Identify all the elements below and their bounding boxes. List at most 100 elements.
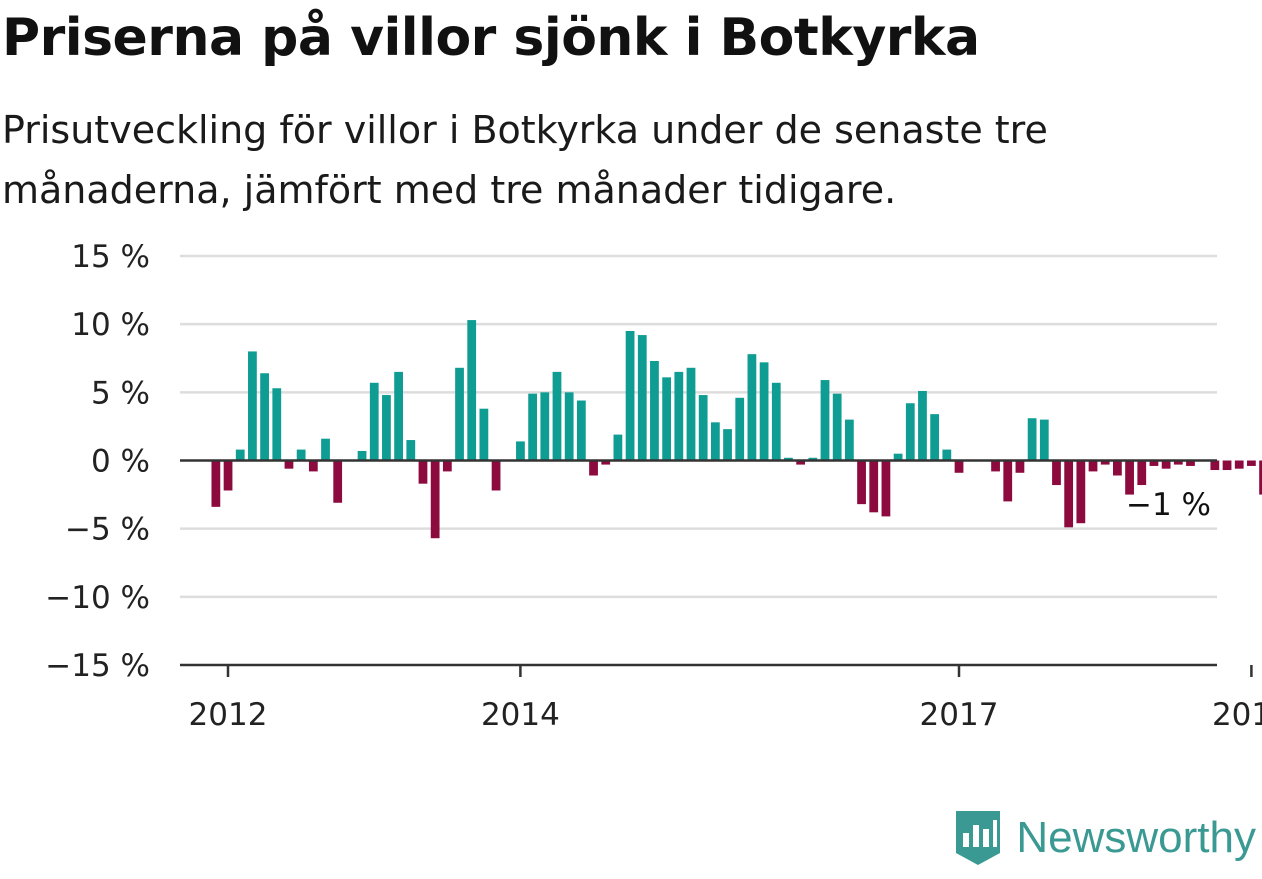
chart-bar bbox=[260, 373, 269, 461]
chart-bar bbox=[528, 393, 537, 461]
chart-bar bbox=[1137, 460, 1147, 486]
chart-bar bbox=[540, 392, 550, 461]
chart-bar bbox=[1234, 460, 1244, 469]
chart-bar bbox=[1222, 460, 1232, 471]
y-tick-label: 10 % bbox=[71, 307, 150, 343]
chart-bar bbox=[467, 320, 477, 461]
chart-bar bbox=[430, 460, 440, 539]
y-tick-label: −15 % bbox=[45, 648, 150, 684]
chart-bar bbox=[808, 457, 818, 461]
chart-bar bbox=[564, 392, 574, 461]
chart-bar bbox=[369, 382, 379, 461]
newsworthy-logo-icon bbox=[956, 811, 1001, 865]
chart-bar bbox=[479, 408, 489, 461]
chart-bar bbox=[893, 453, 903, 461]
last-value-label: −1 % bbox=[1126, 487, 1211, 523]
chart-bar bbox=[747, 354, 757, 461]
chart-bar bbox=[771, 382, 781, 461]
chart-bar bbox=[832, 393, 842, 461]
newsworthy-logo: Newsworthy bbox=[952, 809, 1256, 867]
chart-bar bbox=[698, 395, 708, 461]
chart-bar bbox=[613, 434, 623, 461]
chart-bar bbox=[686, 367, 696, 461]
chart-bar bbox=[662, 377, 672, 461]
chart-bar bbox=[1210, 460, 1220, 471]
x-tick-label: 2017 bbox=[920, 697, 999, 733]
chart-bar bbox=[991, 460, 1000, 472]
chart-bar bbox=[321, 438, 330, 461]
chart-bar bbox=[710, 422, 720, 461]
chart-bar bbox=[1003, 460, 1013, 502]
chart-bar bbox=[1088, 460, 1098, 472]
chart-subtitle: Prisutveckling för villor i Botkyrka und… bbox=[2, 108, 1048, 212]
chart-bar bbox=[735, 397, 745, 461]
chart-bar bbox=[1173, 460, 1183, 465]
chart-bar bbox=[1247, 460, 1256, 466]
chart-bar bbox=[1259, 460, 1262, 495]
chart-bar bbox=[601, 460, 611, 465]
chart-bar bbox=[1100, 460, 1110, 465]
y-tick-label: −5 % bbox=[65, 512, 150, 548]
chart-bar bbox=[954, 460, 964, 473]
y-tick-label: −10 % bbox=[45, 580, 150, 616]
x-tick-label: 2012 bbox=[189, 697, 268, 733]
chart-bar bbox=[844, 419, 854, 461]
chart-bar bbox=[759, 362, 769, 461]
chart-bar bbox=[455, 367, 464, 461]
y-tick-label: 5 % bbox=[91, 375, 150, 411]
x-tick-label: 2019 bbox=[1212, 697, 1262, 733]
chart-bar bbox=[552, 371, 562, 461]
chart-bar bbox=[881, 460, 891, 517]
chart-bar bbox=[382, 395, 391, 461]
chart-bar bbox=[296, 449, 306, 461]
chart-bar bbox=[1039, 419, 1049, 461]
chart-bar bbox=[333, 460, 343, 503]
chart-bar bbox=[1015, 460, 1025, 473]
chart-title: Priserna på villor sjönk i Botkyrka bbox=[2, 8, 980, 68]
chart-bar bbox=[930, 414, 940, 461]
chart-bar bbox=[857, 460, 866, 505]
chart-bar bbox=[491, 460, 501, 491]
chart-bar bbox=[576, 400, 586, 461]
chart-bar bbox=[637, 335, 647, 461]
chart-bar bbox=[1149, 460, 1159, 466]
chart-bar bbox=[723, 429, 732, 461]
chart-bar bbox=[1186, 460, 1195, 466]
chart-bar bbox=[784, 457, 793, 461]
chart-bar bbox=[820, 380, 830, 461]
chart-bar bbox=[284, 460, 294, 469]
chart-bar bbox=[796, 460, 806, 465]
chart-bar bbox=[248, 351, 257, 461]
chart-bar bbox=[406, 440, 416, 461]
chart-bar bbox=[394, 371, 403, 461]
newsworthy-logo-text: Newsworthy bbox=[1016, 813, 1256, 862]
chart-bar bbox=[235, 449, 245, 461]
chart-bar bbox=[674, 371, 684, 461]
chart-bar bbox=[589, 460, 598, 476]
chart-bar bbox=[211, 460, 221, 507]
chart-bar bbox=[942, 449, 952, 461]
chart-bar bbox=[308, 460, 318, 472]
chart-bar bbox=[1064, 460, 1074, 528]
chart-bar bbox=[442, 460, 452, 472]
chart-bar bbox=[1027, 418, 1037, 461]
chart-bar bbox=[1125, 460, 1134, 495]
chart-bar bbox=[625, 330, 635, 461]
chart-bar bbox=[1052, 460, 1061, 486]
chart-bar bbox=[918, 390, 927, 461]
chart-bar bbox=[1113, 460, 1122, 476]
chart-bar bbox=[357, 450, 367, 461]
chart-bar bbox=[516, 441, 525, 461]
chart-bar bbox=[650, 360, 659, 461]
chart-bar bbox=[1161, 460, 1171, 469]
x-tick-label: 2014 bbox=[481, 697, 560, 733]
y-tick-label: 0 % bbox=[91, 444, 150, 480]
chart-bar bbox=[418, 460, 428, 484]
y-tick-label: 15 % bbox=[71, 239, 150, 275]
chart-bar bbox=[223, 460, 233, 491]
chart-bar bbox=[869, 460, 879, 513]
chart-bar bbox=[1076, 460, 1086, 524]
chart-bar bbox=[272, 388, 282, 461]
chart-bar bbox=[905, 403, 915, 461]
